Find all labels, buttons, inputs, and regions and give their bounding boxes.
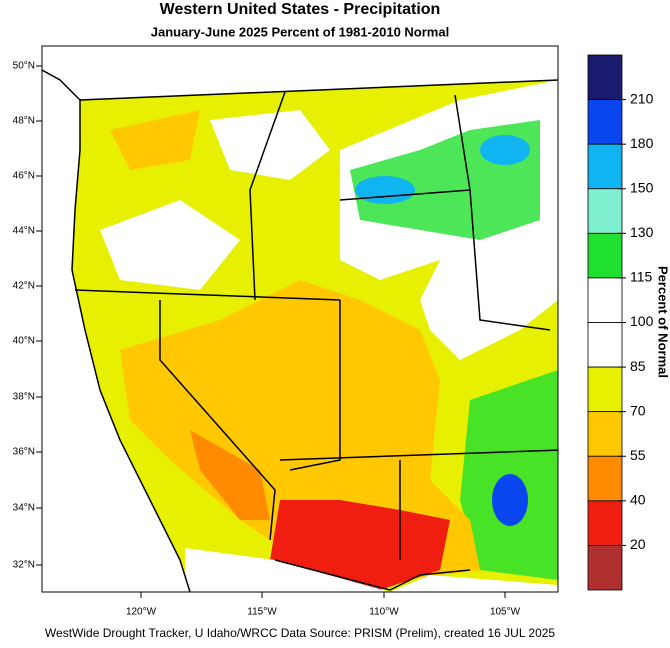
map [41,45,559,593]
legend-swatch [587,54,623,100]
legend-swatch [587,455,623,502]
lat-label: 40°N [13,336,35,347]
legend-swatch [587,232,623,279]
lat-label: 32°N [13,560,35,571]
lon-label: 120°W [126,607,157,618]
legend-swatch [587,366,623,413]
mexico [390,575,558,592]
lat-label: 44°N [13,226,35,237]
lat-label: 38°N [13,392,35,403]
mexico [185,548,390,592]
lon-label: 110°W [369,607,399,618]
footer: WestWide Drought Tracker, U Idaho/WRCC D… [45,626,556,640]
legend-swatch [587,322,623,368]
legend-swatch [587,545,623,591]
canada [42,46,558,100]
subtitle: January-June 2025 Percent of 1981-2010 N… [151,24,449,39]
legend-tick-label: 100 [630,313,654,329]
legend-swatch [587,411,623,457]
legend-swatch [587,143,623,190]
legend-tick-label: 55 [630,447,646,463]
lat-label: 50°N [13,61,35,72]
map-frame [41,45,559,593]
legend-swatch [587,277,623,323]
legend-title: Percent of Normal [656,266,670,378]
borders [42,69,558,592]
very-dry-area [190,430,270,520]
legend-swatch [587,99,623,145]
legend-tick-label: 40 [630,492,646,508]
lat-label: 42°N [13,281,35,292]
legend-tick-label: 130 [630,224,654,240]
legend-tick-label: 70 [630,402,646,418]
legend-tick-label: 85 [630,358,646,374]
lon-label: 115°W [247,607,277,618]
legend-swatch [587,188,623,234]
legend-tick-label: 210 [630,90,654,106]
very-wet-area [492,474,528,526]
legend-tick-label: 20 [630,536,646,552]
legend-tick-label: 150 [630,179,654,195]
legend-tick-label: 180 [630,135,654,151]
lat-label: 48°N [13,116,35,127]
legend-tick-label: 115 [630,269,653,285]
dry-area [110,110,200,170]
axes: 50°N 48°N 46°N 44°N 42°N 40°N 38°N 36°N 34°N 32°N… [13,61,521,618]
lat-label: 46°N [13,171,35,182]
near-normal-area [100,200,240,290]
legend-swatch [587,500,623,546]
title: Western United States - Precipitation [160,1,441,18]
lon-label: 105°W [490,607,521,618]
lat-label: 36°N [13,447,35,458]
lat-label: 34°N [13,503,35,514]
very-wet-area [355,176,415,204]
near-normal-area [210,110,330,180]
legend: Percent of Normal 210 180 150 130 115 100 85 70… [587,54,670,591]
extremely-dry-area [270,500,450,590]
dry-area [120,280,480,580]
very-wet-area [480,135,530,165]
